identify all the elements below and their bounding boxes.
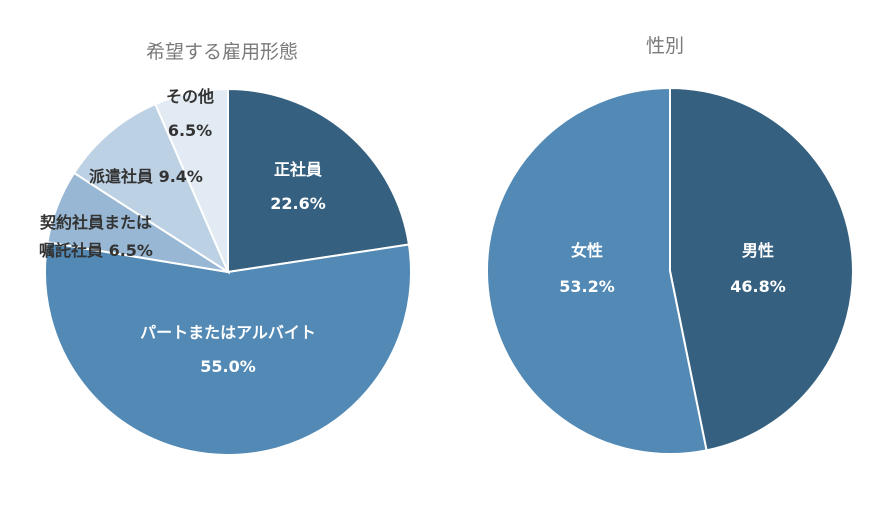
employment-pie-slices xyxy=(44,87,412,456)
employment-chart-title: 希望する雇用形態 xyxy=(146,41,298,63)
employment-slice-label-1: パートまたはアルバイト xyxy=(140,323,316,342)
employment-slice-value-1: 55.0% xyxy=(200,357,256,376)
gender-slice-label-0: 男性 xyxy=(742,241,774,260)
gender-slice-1 xyxy=(485,86,708,455)
employment-slice-label-4: その他 xyxy=(166,87,214,106)
employment-slice-value-0: 22.6% xyxy=(270,194,326,213)
employment-slice-value-4: 6.5% xyxy=(168,121,212,140)
gender-slice-label-1: 女性 xyxy=(571,241,603,260)
employment-slice-1 xyxy=(44,241,412,456)
gender-pie-chart: 性別 男性 46.8% 女性 53.2% xyxy=(485,35,854,455)
employment-slice-4 xyxy=(154,87,229,273)
employment-slice-0 xyxy=(227,87,411,274)
employment-slice-label-0: 正社員 xyxy=(274,160,322,179)
employment-slice-3 xyxy=(72,102,231,275)
gender-pie-labels: 男性 46.8% 女性 53.2% xyxy=(559,241,786,296)
gender-chart-title: 性別 xyxy=(646,35,684,57)
employment-slice-label-2: 契約社員または xyxy=(39,213,152,232)
gender-slice-value-0: 46.8% xyxy=(730,277,786,296)
employment-pie-chart: 希望する雇用形態 正社員 22.6% パートまたはアルバイト 55.0% 契約社員または… xyxy=(39,41,412,456)
employment-slice-label-3: 派遣社員 9.4% xyxy=(89,167,203,186)
gender-slice-value-1: 53.2% xyxy=(559,277,615,296)
gender-pie-slices xyxy=(485,86,854,455)
gender-slice-0 xyxy=(669,86,854,452)
employment-slice-label-2-cont: 嘱託社員 6.5% xyxy=(39,241,153,260)
